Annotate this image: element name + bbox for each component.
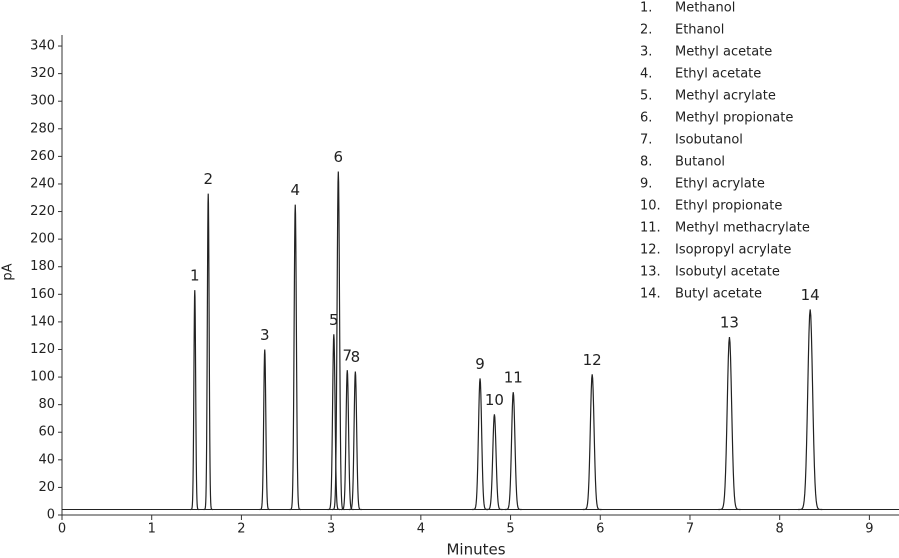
legend-number: 11. xyxy=(640,221,661,236)
legend-number: 13. xyxy=(640,265,661,280)
peak-label: 10 xyxy=(485,391,504,409)
peak-label: 3 xyxy=(260,326,270,344)
peak xyxy=(259,349,270,511)
y-tick-label: 340 xyxy=(30,39,55,54)
legend-name: Isopropyl acrylate xyxy=(675,243,791,258)
peak xyxy=(332,171,345,511)
legend-name: Methyl acetate xyxy=(675,45,772,60)
legend-number: 3. xyxy=(640,45,652,60)
peak xyxy=(341,370,354,511)
y-tick-label: 320 xyxy=(30,66,55,81)
y-tick-label: 40 xyxy=(38,452,55,467)
legend-name: Ethyl propionate xyxy=(675,199,782,214)
x-tick-label: 3 xyxy=(327,522,335,537)
y-tick-label: 80 xyxy=(38,397,55,412)
x-tick-label: 9 xyxy=(865,522,873,537)
y-tick-label: 200 xyxy=(30,232,55,247)
y-tick-label: 280 xyxy=(30,121,55,136)
y-tick-label: 140 xyxy=(30,314,55,329)
y-tick-label: 160 xyxy=(30,287,55,302)
x-tick-label: 2 xyxy=(237,522,245,537)
peak xyxy=(718,337,741,511)
legend-number: 12. xyxy=(640,243,661,258)
x-tick-label: 5 xyxy=(506,522,514,537)
peak-label: 8 xyxy=(351,348,361,366)
legend-number: 14. xyxy=(640,287,661,302)
peak-label: 6 xyxy=(334,148,344,166)
legend-name: Ethyl acetate xyxy=(675,67,761,82)
y-tick-label: 60 xyxy=(38,425,55,440)
legend-name: Isobutanol xyxy=(675,133,743,148)
legend-name: Methyl acrylate xyxy=(675,89,776,104)
peak-label: 9 xyxy=(475,355,485,373)
y-axis-label: pA xyxy=(1,263,16,280)
y-tick-label: 220 xyxy=(30,204,55,219)
peak-label: 12 xyxy=(583,351,602,369)
legend-number: 8. xyxy=(640,155,652,170)
y-tick-label: 100 xyxy=(30,370,55,385)
x-tick-label: 7 xyxy=(686,522,694,537)
legend-name: Ethanol xyxy=(675,23,724,38)
peak xyxy=(504,392,522,511)
y-tick-label: 0 xyxy=(47,508,55,523)
peak xyxy=(349,371,362,511)
peak-label: 2 xyxy=(203,170,213,188)
legend-name: Butyl acetate xyxy=(675,287,762,302)
legend-number: 5. xyxy=(640,89,652,104)
legend-number: 10. xyxy=(640,199,661,214)
legend-name: Ethyl acrylate xyxy=(675,177,765,192)
x-tick-label: 0 xyxy=(58,522,66,537)
y-tick-label: 20 xyxy=(38,480,55,495)
y-tick-label: 260 xyxy=(30,149,55,164)
legend-name: Methyl propionate xyxy=(675,111,793,126)
peak xyxy=(289,204,301,511)
peak xyxy=(190,290,200,511)
peak-label: 7 xyxy=(343,347,353,365)
peak xyxy=(472,378,488,511)
peak xyxy=(203,193,213,511)
legend-number: 7. xyxy=(640,133,652,148)
x-tick-label: 6 xyxy=(596,522,604,537)
peak xyxy=(798,309,823,511)
legend-number: 2. xyxy=(640,23,652,38)
peak-label: 14 xyxy=(801,286,820,304)
legend-name: Butanol xyxy=(675,155,725,170)
x-tick-label: 1 xyxy=(148,522,156,537)
legend-name: Methyl methacrylate xyxy=(675,221,810,236)
peak-label: 13 xyxy=(720,314,739,332)
x-tick-label: 4 xyxy=(417,522,425,537)
peak-label: 4 xyxy=(290,181,300,199)
peak-label: 11 xyxy=(504,369,523,387)
peak xyxy=(582,374,602,511)
legend-number: 6. xyxy=(640,111,652,126)
legend-name: Methanol xyxy=(675,1,735,16)
y-tick-label: 240 xyxy=(30,176,55,191)
legend-name: Isobutyl acetate xyxy=(675,265,780,280)
legend-number: 4. xyxy=(640,67,652,82)
peak xyxy=(486,414,503,511)
peak xyxy=(327,334,340,511)
y-tick-label: 300 xyxy=(30,94,55,109)
y-tick-label: 120 xyxy=(30,342,55,357)
peak-label: 5 xyxy=(329,311,339,329)
legend-number: 1. xyxy=(640,1,652,16)
legend-number: 9. xyxy=(640,177,652,192)
x-axis-label: Minutes xyxy=(446,541,505,558)
y-tick-label: 180 xyxy=(30,259,55,274)
x-tick-label: 8 xyxy=(776,522,784,537)
peak-label: 1 xyxy=(190,267,200,285)
